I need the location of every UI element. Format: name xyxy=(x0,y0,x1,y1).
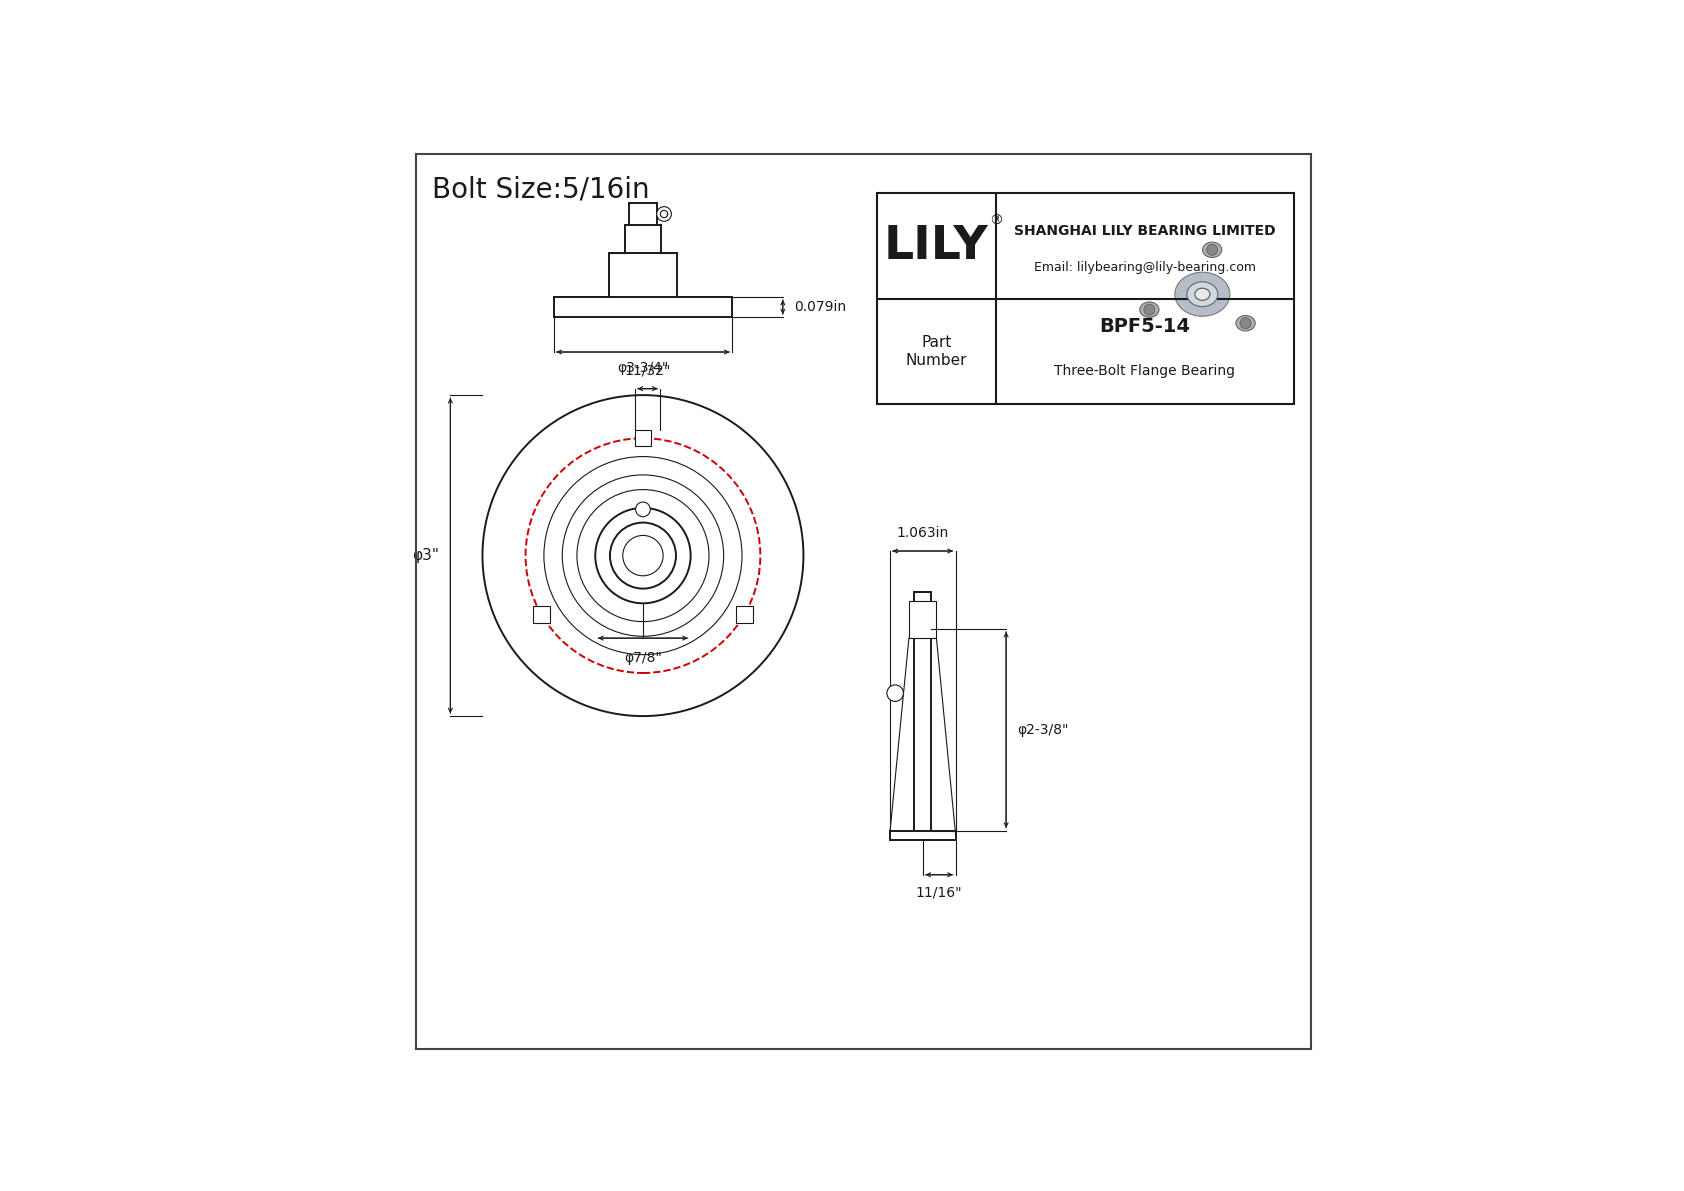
Text: ®: ® xyxy=(990,213,1004,227)
Ellipse shape xyxy=(1140,303,1159,317)
Circle shape xyxy=(1239,318,1251,329)
Text: 0.079in: 0.079in xyxy=(793,300,845,314)
Text: 11/16": 11/16" xyxy=(916,886,963,899)
Ellipse shape xyxy=(1236,316,1255,331)
Bar xyxy=(608,252,677,297)
Bar xyxy=(554,297,733,317)
Bar xyxy=(630,202,657,225)
Ellipse shape xyxy=(1187,282,1218,306)
Ellipse shape xyxy=(1133,239,1271,349)
Bar xyxy=(736,606,753,623)
Text: 1.063in: 1.063in xyxy=(896,526,948,540)
Text: SHANGHAI LILY BEARING LIMITED: SHANGHAI LILY BEARING LIMITED xyxy=(1014,224,1276,238)
Bar xyxy=(534,606,549,623)
Bar xyxy=(889,831,957,840)
Circle shape xyxy=(657,207,672,222)
Text: φ2-3/8": φ2-3/8" xyxy=(1017,723,1069,737)
Text: φ7/8": φ7/8" xyxy=(625,651,662,665)
Text: BPF5-14: BPF5-14 xyxy=(1100,317,1191,336)
Text: Bolt Size:5/16in: Bolt Size:5/16in xyxy=(433,175,650,202)
Circle shape xyxy=(1143,304,1155,316)
Ellipse shape xyxy=(1202,242,1223,257)
Bar xyxy=(625,225,662,252)
Text: LILY: LILY xyxy=(884,224,989,269)
Bar xyxy=(914,592,931,831)
Text: Three-Bolt Flange Bearing: Three-Bolt Flange Bearing xyxy=(1054,363,1236,378)
Ellipse shape xyxy=(1196,288,1209,300)
Bar xyxy=(635,430,652,447)
Circle shape xyxy=(887,685,903,701)
Bar xyxy=(877,193,1293,404)
Ellipse shape xyxy=(1175,273,1229,317)
Text: φ3": φ3" xyxy=(413,548,440,563)
Text: φ3-3/4": φ3-3/4" xyxy=(618,361,669,375)
Text: 11/32": 11/32" xyxy=(625,363,670,378)
Text: Part
Number: Part Number xyxy=(906,336,967,368)
Text: Email: lilybearing@lily-bearing.com: Email: lilybearing@lily-bearing.com xyxy=(1034,261,1256,274)
Bar xyxy=(909,601,936,638)
Circle shape xyxy=(635,503,650,517)
Circle shape xyxy=(1207,244,1218,255)
Circle shape xyxy=(660,211,669,218)
